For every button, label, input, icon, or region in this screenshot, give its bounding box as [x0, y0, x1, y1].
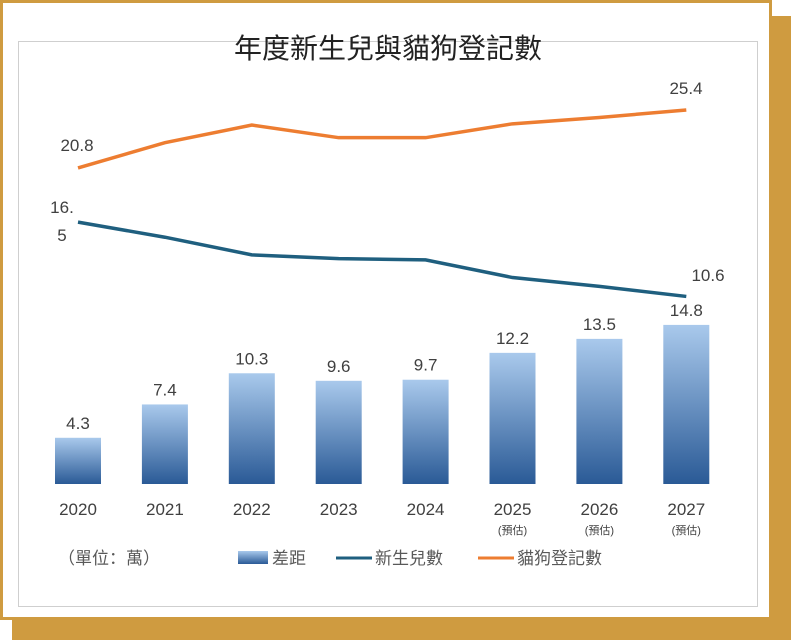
bar-2026: [576, 338, 623, 484]
chart-card: [0, 0, 772, 620]
chart-title: 年度新生兒與貓狗登記數: [234, 33, 542, 64]
bar-2024: [402, 379, 449, 484]
x-tick-2026: 2026: [580, 500, 618, 519]
bar-label-2021: 7.4: [153, 380, 177, 399]
legend-label-births: 新生兒數: [375, 549, 443, 568]
legend-swatch-gap: [238, 551, 268, 564]
bar-2027: [663, 324, 710, 484]
bar-label-2025: 12.2: [496, 329, 529, 348]
unit-note: （單位：萬）: [58, 549, 160, 568]
bar-2021: [141, 404, 188, 484]
x-tick-2024: 2024: [407, 500, 445, 519]
x-tick-2021: 2021: [146, 500, 184, 519]
bar-2023: [315, 380, 362, 484]
bar-label-2020: 4.3: [66, 414, 90, 433]
bar-label-2026: 13.5: [583, 315, 616, 334]
legend: （單位：萬） 差距 新生兒數 貓狗登記數: [58, 549, 602, 568]
births-label-2020-b: 5: [57, 226, 66, 245]
pets-label-2020: 20.8: [60, 136, 93, 155]
bar-2020: [55, 437, 101, 484]
x-tick-2027: 2027: [667, 500, 705, 519]
legend-label-pets: 貓狗登記數: [517, 549, 602, 568]
bar-2022: [228, 373, 275, 484]
line-pets: [77, 108, 687, 170]
x-note-2027: (預估): [672, 524, 701, 537]
x-tick-2025: 2025: [494, 500, 532, 519]
chart-area-border: [18, 41, 758, 607]
x-tick-2020: 2020: [59, 500, 97, 519]
line-births: [77, 220, 687, 299]
bar-label-2023: 9.6: [327, 357, 351, 376]
x-tick-2022: 2022: [233, 500, 271, 519]
births-label-2020-a: 16.: [50, 198, 74, 217]
legend-label-gap: 差距: [272, 549, 306, 568]
bar-label-2022: 10.3: [235, 349, 268, 368]
x-note-2026: (預估): [585, 524, 614, 537]
bar-2025: [489, 352, 536, 484]
bar-label-2027: 14.8: [670, 301, 703, 320]
x-note-2025: (預估): [498, 524, 527, 537]
bar-label-2024: 9.7: [414, 356, 438, 375]
x-tick-2023: 2023: [320, 500, 358, 519]
births-label-2027: 10.6: [691, 266, 724, 285]
pets-label-2027: 25.4: [669, 79, 702, 98]
